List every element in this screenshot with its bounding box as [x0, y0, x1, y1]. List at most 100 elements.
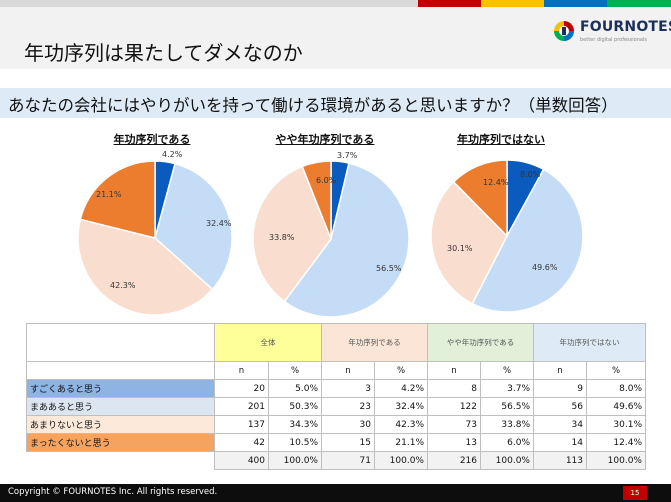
table-cell: 49.6% [586, 397, 646, 416]
table-cell: 122 [427, 397, 481, 416]
fournotes-logo: FOURNOTES better digital professionals [548, 15, 671, 51]
table-cell: 30 [321, 415, 375, 434]
sub-header-n: n [321, 361, 375, 380]
total-cell: 216 [427, 451, 481, 470]
pie-data-label: 8.0% [520, 170, 541, 179]
table-cell: 3.7% [480, 379, 534, 398]
pie-3-title: 年功序列ではない [457, 133, 545, 146]
logo-tagline: better digital professionals [580, 37, 647, 43]
total-cell: 100.0% [586, 451, 646, 470]
table-cell: 34 [533, 415, 587, 434]
slide-title: 年功序列は果たしてダメなのか [24, 41, 303, 65]
table-cell: 33.8% [480, 415, 534, 434]
table-cell: 21.1% [374, 433, 428, 452]
table-cell: 3 [321, 379, 375, 398]
row-label: まったくないと思う [26, 433, 215, 452]
table-row: すごくあると思う 20 5.0% 3 4.2% 8 3.7% 9 8.0% [26, 379, 646, 398]
table-row: まああると思う 201 50.3% 23 32.4% 122 56.5% 56 … [26, 397, 646, 416]
group-header-not-nenko: 年功序列ではない [533, 323, 646, 362]
row-label: あまりないと思う [26, 415, 215, 434]
sub-header-n: n [533, 361, 587, 380]
group-header-yaya-nenko: やや年功序列である [427, 323, 534, 362]
pie-data-label: 56.5% [376, 264, 402, 273]
pie-data-label: 32.4% [206, 219, 232, 228]
table-cell: 73 [427, 415, 481, 434]
total-cell: 113 [533, 451, 587, 470]
group-header-nenko: 年功序列である [321, 323, 428, 362]
table-cell: 10.5% [268, 433, 322, 452]
group-header-total: 全体 [214, 323, 322, 362]
fournotes-logo-icon [554, 21, 574, 41]
table-cell: 23 [321, 397, 375, 416]
total-cell: 400 [214, 451, 269, 470]
table-row: まったくないと思う 42 10.5% 15 21.1% 13 6.0% 14 1… [26, 433, 646, 452]
table-sub-corner [26, 361, 215, 380]
total-cell: 71 [321, 451, 375, 470]
pie-slice-maa [283, 162, 410, 318]
stripe-yellow [481, 0, 544, 7]
row-label: すごくあると思う [26, 379, 215, 398]
pie-chart-nenko: 4.2% 32.4% 42.3% 21.1% [77, 150, 233, 316]
pie-data-label: 21.1% [96, 190, 122, 199]
slide-header: 年功序列は果たしてダメなのか FOURNOTES better digital … [0, 7, 671, 69]
page-number: 15 [623, 486, 647, 500]
pie-1-title: 年功序列である [113, 133, 191, 146]
stripe-gray [0, 0, 418, 7]
table-cell: 20 [214, 379, 269, 398]
stripe-green [607, 0, 671, 7]
table-cell: 56.5% [480, 397, 534, 416]
table-total-row: 400 100.0% 71 100.0% 216 100.0% 113 100.… [26, 451, 646, 470]
copyright-text: Copyright © FOURNOTES Inc. All rights re… [8, 487, 218, 497]
table-cell: 13 [427, 433, 481, 452]
pie-data-label: 33.8% [269, 233, 295, 242]
logo-text: FOURNOTES [580, 19, 671, 35]
pie-data-label: 12.4% [483, 178, 509, 187]
pie-2-title: やや年功序列である [275, 133, 375, 146]
top-color-stripe [0, 0, 671, 7]
table-cell: 8.0% [586, 379, 646, 398]
sub-header-pct: % [480, 361, 534, 380]
total-cell: 100.0% [480, 451, 534, 470]
table-cell: 5.0% [268, 379, 322, 398]
pie-data-label: 3.7% [337, 151, 358, 160]
slide-footer: Copyright © FOURNOTES Inc. All rights re… [0, 484, 671, 502]
sub-header-pct: % [268, 361, 322, 380]
table-cell: 6.0% [480, 433, 534, 452]
table-cell: 30.1% [586, 415, 646, 434]
row-label: まああると思う [26, 397, 215, 416]
stripe-red [418, 0, 481, 7]
table-sub-header-row: n % n % n % n % [26, 361, 646, 380]
pie-data-label: 4.2% [162, 150, 183, 159]
total-cell: 100.0% [268, 451, 322, 470]
table-cell: 34.3% [268, 415, 322, 434]
table-cell: 4.2% [374, 379, 428, 398]
pie-data-label: 6.0% [316, 176, 337, 185]
table-cell: 12.4% [586, 433, 646, 452]
table-corner-cell [26, 323, 215, 362]
table-cell: 201 [214, 397, 269, 416]
sub-header-pct: % [374, 361, 428, 380]
sub-header-n: n [214, 361, 269, 380]
question-text: あなたの会社にはやりがいを持って働ける環境があると思いますか？（単数回答） [8, 96, 618, 115]
total-cell: 100.0% [374, 451, 428, 470]
pie-slice-amari [252, 165, 332, 303]
table-cell: 50.3% [268, 397, 322, 416]
pie-data-label: 49.6% [532, 263, 558, 272]
pie-slice-maa [471, 168, 584, 313]
pie-slice-amari [77, 218, 214, 316]
pie-chart-not-nenko: 8.0% 49.6% 30.1% 12.4% [430, 159, 584, 313]
pie-slice-maa [154, 162, 233, 291]
sub-header-pct: % [586, 361, 646, 380]
table-cell: 42 [214, 433, 269, 452]
pie-data-label: 30.1% [447, 244, 473, 253]
pie-data-label: 42.3% [110, 281, 136, 290]
table-cell: 9 [533, 379, 587, 398]
table-cell: 56 [533, 397, 587, 416]
pie-slice-mattaku [79, 160, 156, 239]
stripe-blue [544, 0, 607, 7]
table-cell: 137 [214, 415, 269, 434]
table-cell: 15 [321, 433, 375, 452]
pie-slice-amari [430, 180, 508, 305]
sub-header-n: n [427, 361, 481, 380]
table-row: あまりないと思う 137 34.3% 30 42.3% 73 33.8% 34 … [26, 415, 646, 434]
